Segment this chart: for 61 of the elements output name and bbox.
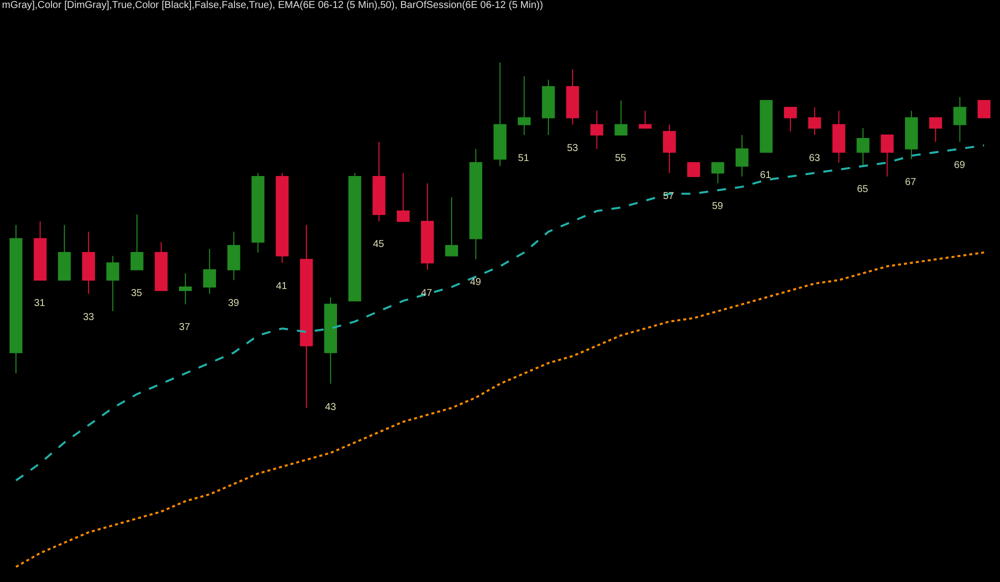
candlestick (252, 172, 264, 253)
x-tick-label: 45 (373, 239, 385, 250)
candlestick (784, 106, 797, 132)
candlestick (662, 124, 676, 174)
candlestick (445, 196, 458, 256)
candlestick (106, 255, 120, 312)
candlestick (396, 172, 410, 222)
candlestick (711, 162, 724, 184)
candlestick (760, 100, 773, 153)
x-tick-label: 65 (857, 184, 869, 195)
candlestick (880, 134, 894, 177)
candlestick (856, 128, 870, 167)
candlestick (203, 248, 216, 294)
x-tick-label: 33 (83, 312, 95, 323)
candlestick (832, 110, 846, 164)
candlestick (34, 220, 47, 281)
candlestick (58, 224, 71, 281)
candlestick (82, 231, 96, 294)
x-tick-label: 63 (809, 153, 821, 164)
candlestick (300, 224, 313, 408)
candlestick (614, 100, 628, 136)
candlestick (687, 162, 700, 177)
x-tick-label: 43 (325, 402, 337, 413)
candlestick (638, 110, 652, 129)
x-tick-label: 51 (518, 153, 530, 164)
candlestick (10, 224, 22, 374)
x-tick-label: 37 (179, 322, 191, 333)
candlestick (469, 148, 482, 260)
candlestick (420, 182, 434, 270)
candlestick (953, 96, 966, 142)
x-tick-label: 35 (131, 288, 143, 299)
x-tick-label: 67 (905, 177, 917, 188)
candlestick (736, 134, 748, 177)
candlestick (978, 100, 990, 118)
candlestick (154, 242, 168, 291)
x-tick-label: 61 (760, 170, 772, 181)
candlestick (542, 79, 555, 136)
candlestick (590, 110, 604, 150)
x-tick-label: 47 (421, 288, 433, 299)
x-tick-label: 39 (228, 298, 240, 309)
candlestick (566, 68, 580, 126)
candlestick (808, 106, 822, 136)
x-tick-label: 69 (954, 160, 966, 171)
chart-title: mGray],Color [DimGray],True,Color [Black],False,False,True), EMA(6E 06-12 (5 Min),50), BarOfSession(6E 06-12 (5 Min)) (2, 0, 544, 12)
candlestick (227, 231, 240, 281)
x-tick-label: 31 (34, 298, 46, 309)
candlestick (130, 214, 144, 270)
x-tick-label: 53 (567, 143, 579, 154)
candlestick (324, 296, 338, 384)
candlestick (929, 117, 942, 142)
candlestick (518, 76, 531, 136)
x-tick-label: 55 (615, 153, 627, 164)
x-tick-label: 49 (470, 277, 482, 288)
candlestick (348, 172, 362, 302)
candlestick (904, 110, 918, 160)
candlestick (276, 172, 289, 264)
candlestick (372, 141, 386, 222)
candlestick (178, 272, 192, 305)
candlestick (494, 62, 506, 167)
x-tick-label: 41 (276, 281, 288, 292)
x-tick-label: 59 (712, 201, 724, 212)
